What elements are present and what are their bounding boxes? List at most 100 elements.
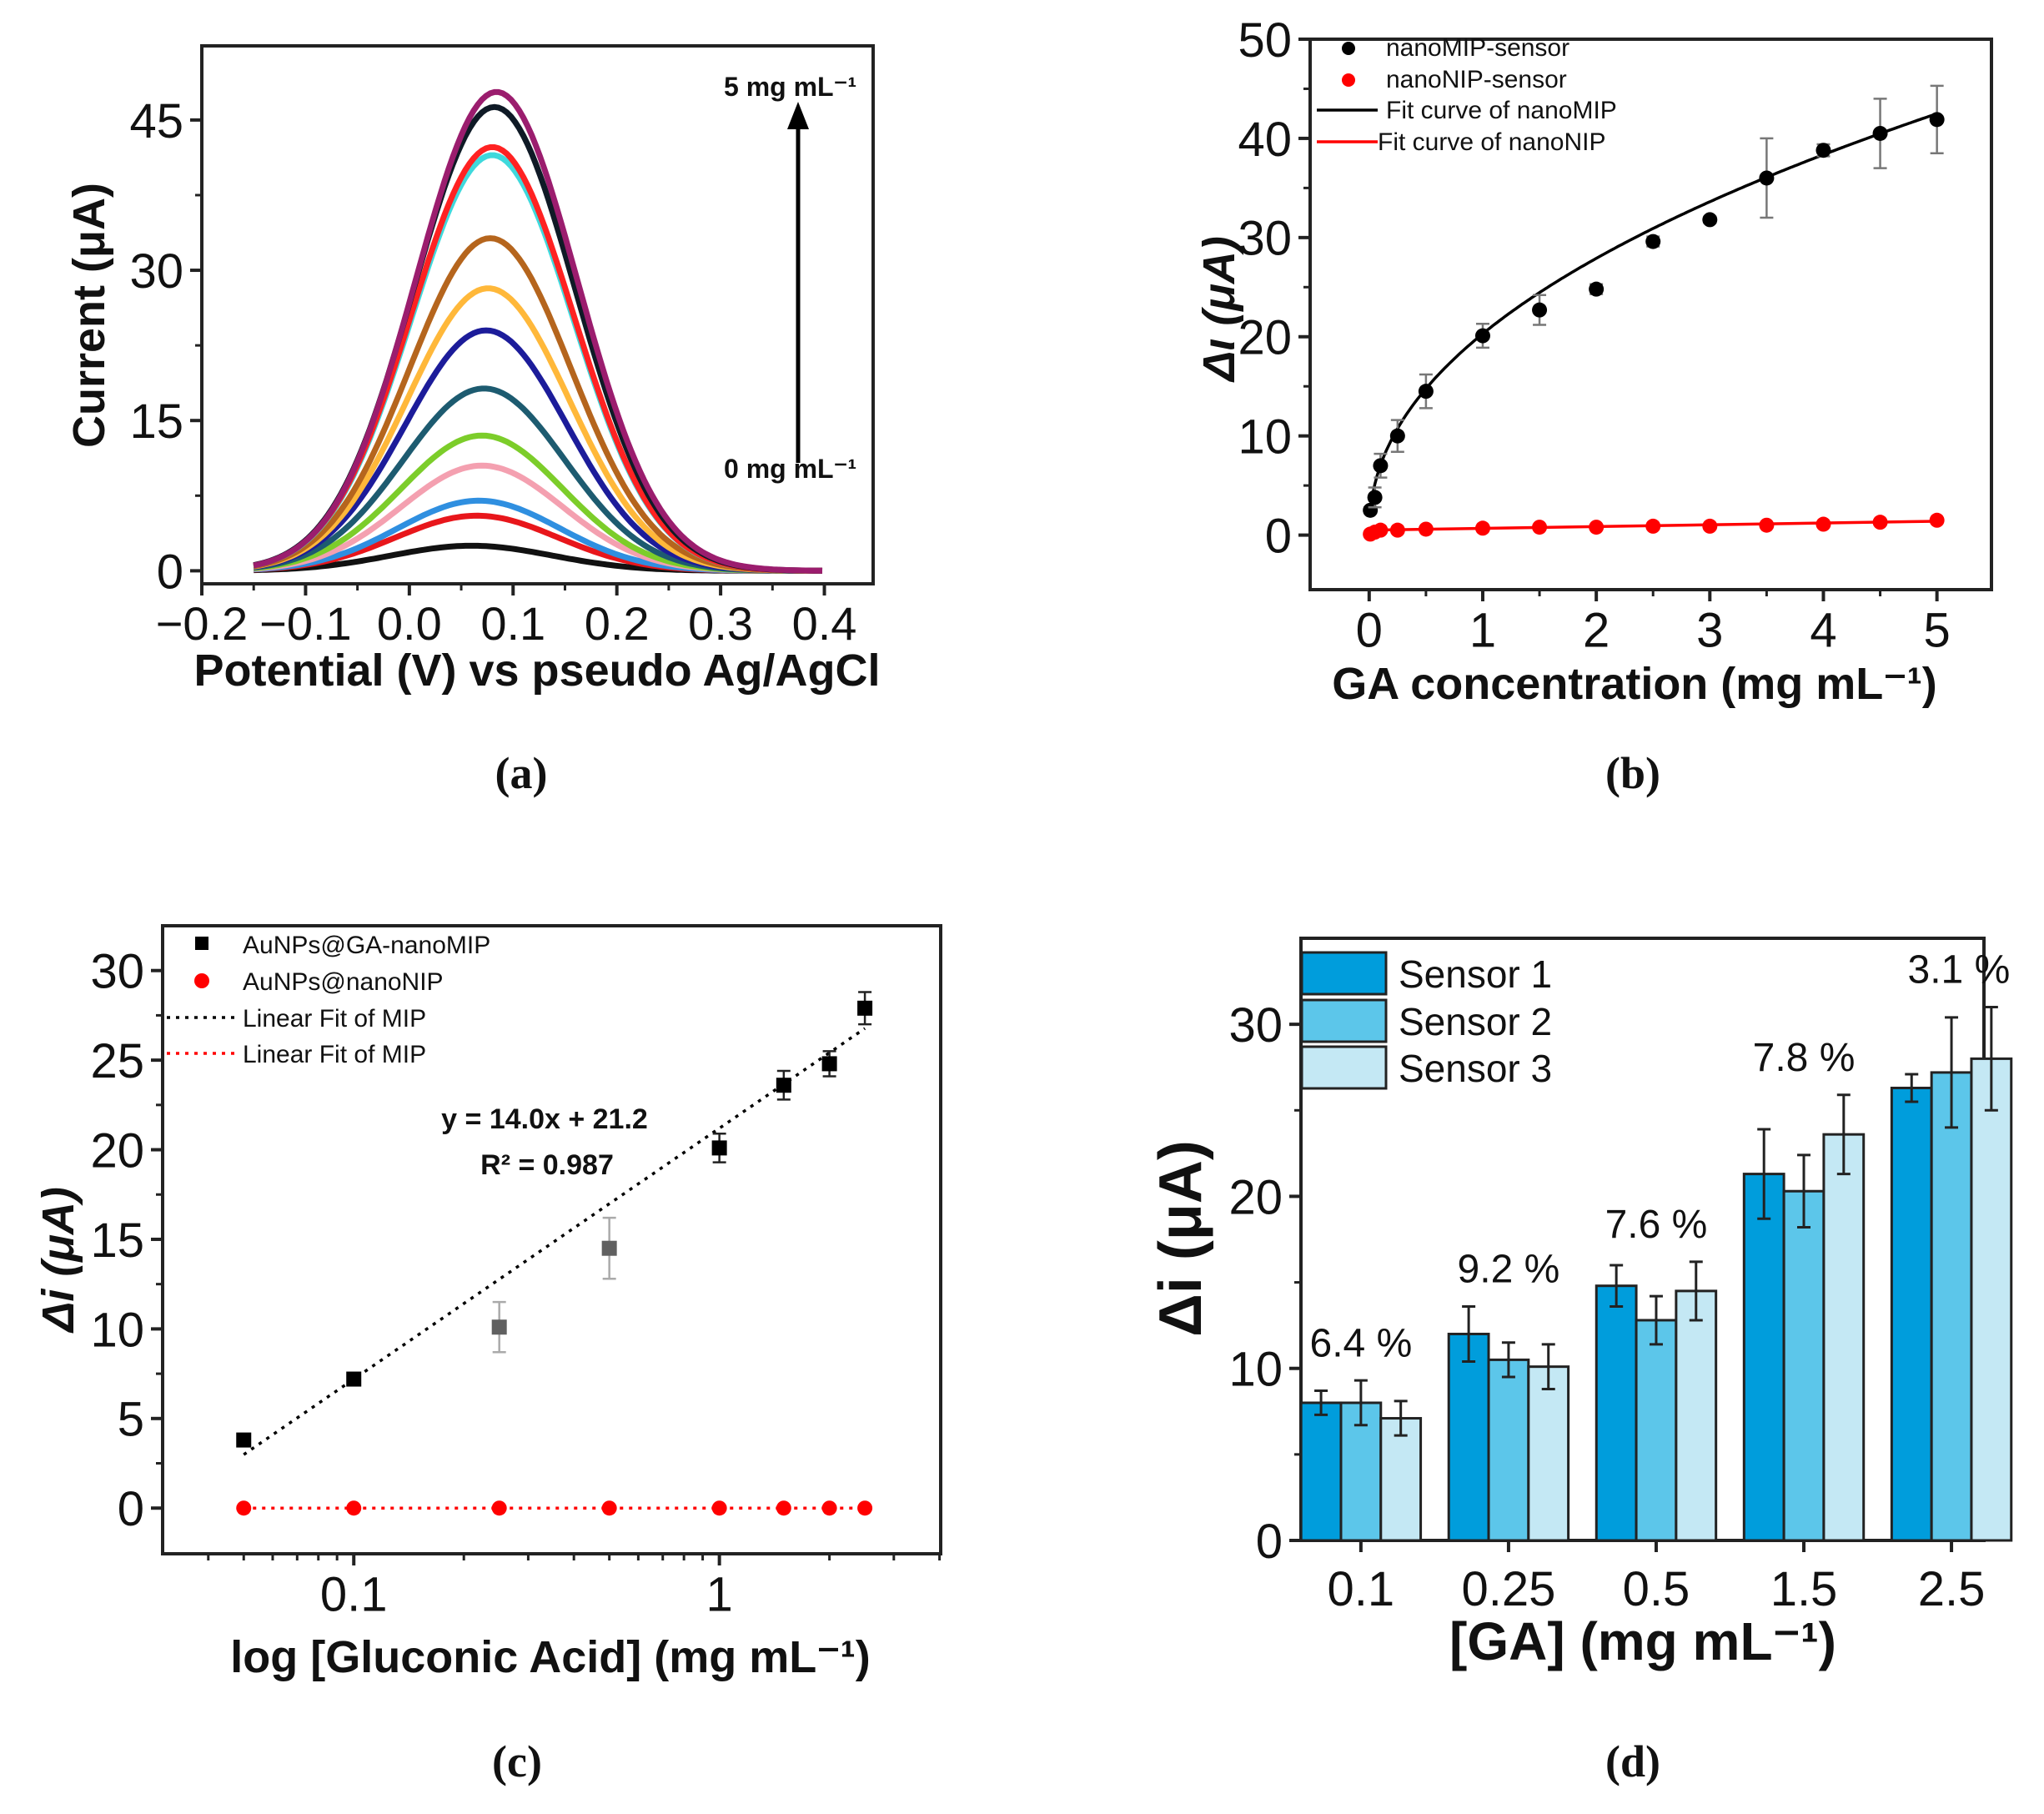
- y-tick-label: 20: [1238, 311, 1292, 365]
- bar-sensor-3: [1675, 1289, 1718, 1542]
- data-point-mip: [776, 1078, 791, 1093]
- panel-b: (b) GA concentration (mg mL⁻¹) Δι (μA) 0…: [1194, 13, 1993, 798]
- x-tick-label: 4: [1810, 603, 1836, 657]
- data-point-mip: [857, 1000, 873, 1016]
- legend-swatch: [1300, 998, 1388, 1043]
- panel-d-plot: 0 10 20 30 0.1 6.4 % 0.25 9.2 % 0.5 7.6 % 1.5 7.8 %…: [1228, 937, 2013, 1616]
- y-tick-label: 5: [118, 1393, 144, 1447]
- data-point-mip: [821, 1056, 837, 1072]
- panel-d: (d) [GA] (mg mL⁻¹) Δi (μA) 0 10 20 30 0.1 6.4…: [1148, 937, 2013, 1786]
- panel-c-r2: R² = 0.987: [480, 1149, 614, 1181]
- y-tick-label: 15: [129, 394, 183, 449]
- data-point-nanomip: [1532, 302, 1548, 318]
- y-tick-label: 10: [90, 1303, 144, 1357]
- rsd-label: 7.6 %: [1605, 1203, 1708, 1247]
- x-tick-label: 2: [1583, 603, 1610, 657]
- y-tick-label: 10: [1228, 1343, 1283, 1397]
- data-point-nanonip: [1373, 522, 1389, 538]
- x-tick-label: 0.1: [1328, 1562, 1395, 1616]
- x-tick-label: 0: [1356, 603, 1383, 657]
- y-tick-label: 20: [1228, 1170, 1283, 1224]
- data-point-nanomip: [1702, 212, 1718, 228]
- data-point-nanonip: [1418, 521, 1434, 537]
- panel-a-ylabel: Current (μA): [64, 183, 114, 448]
- x-tick-label: 0.5: [1623, 1562, 1690, 1616]
- data-point-mip: [491, 1319, 507, 1335]
- y-tick-label: 15: [90, 1214, 144, 1268]
- data-point-nanonip: [1532, 520, 1548, 535]
- data-point-nip: [711, 1500, 727, 1516]
- x-tick-label: 1: [1469, 603, 1496, 657]
- data-point-nanomip: [1389, 428, 1405, 444]
- x-tick-label: 5: [1924, 603, 1951, 657]
- panel-a: (a) Potential (V) vs pseudo Ag/AgCl Curr…: [64, 44, 881, 798]
- panel-a-label: (a): [495, 748, 548, 798]
- bar-sensor-1: [1742, 1173, 1785, 1542]
- data-point-nanomip: [1929, 112, 1945, 128]
- data-point-nanonip: [1589, 520, 1605, 535]
- y-tick-label: 30: [90, 945, 144, 999]
- bar-sensor-2: [1635, 1319, 1678, 1542]
- x-tick-label: 0.3: [688, 597, 753, 650]
- data-point-nanonip: [1759, 517, 1775, 533]
- bar-sensor-3: [1970, 1057, 2013, 1542]
- data-point-nanonip: [1872, 515, 1888, 530]
- legend-label: Linear Fit of MIP: [243, 1041, 426, 1068]
- rsd-label: 7.8 %: [1753, 1036, 1856, 1080]
- bar-sensor-3: [1527, 1365, 1570, 1542]
- x-tick-label: 0.25: [1461, 1562, 1555, 1616]
- bar-sensor-3: [1822, 1133, 1866, 1542]
- data-point-nanomip: [1367, 490, 1383, 505]
- rsd-label: 3.1 %: [1908, 948, 2011, 992]
- y-tick-label: 10: [1238, 410, 1292, 465]
- data-point-nanomip: [1474, 328, 1490, 344]
- y-tick-label: 30: [1228, 998, 1283, 1053]
- arrow-head-icon: [787, 102, 809, 129]
- panel-a-annotation-top: 5 mg mL⁻¹: [724, 72, 856, 102]
- data-point-nip: [491, 1500, 507, 1516]
- bar-sensor-1: [1447, 1332, 1490, 1542]
- panel-c-plot: 0 5 10 15 20 25 30 0.1 1 AuNPs@GA-nanoMIP AuNPs@na…: [90, 924, 942, 1621]
- panel-a-plot: 0 15 30 45 −0.2 −0.1 0.0 0.1 0.2 0.3 0.4: [129, 44, 875, 650]
- x-tick-label: 0.1: [480, 597, 545, 650]
- legend-marker: [1342, 73, 1355, 87]
- legend-label: Linear Fit of MIP: [243, 1005, 426, 1033]
- x-tick-label: 1: [706, 1567, 733, 1621]
- y-tick-label: 0: [157, 545, 183, 599]
- x-tick-label: −0.2: [156, 597, 249, 650]
- data-point-nanonip: [1645, 518, 1661, 534]
- legend-label: nanoNIP-sensor: [1386, 66, 1567, 93]
- data-point-nanomip: [1759, 170, 1775, 186]
- panel-d-xlabel: [GA] (mg mL⁻¹): [1449, 1611, 1836, 1671]
- data-point-nanomip: [1418, 384, 1434, 399]
- legend-label: nanoMIP-sensor: [1386, 34, 1569, 62]
- data-point-nanomip: [1373, 458, 1389, 474]
- data-point-nanomip: [1872, 125, 1888, 141]
- bar-sensor-1: [1299, 1401, 1343, 1542]
- y-tick-label: 30: [129, 244, 183, 299]
- x-tick-label: 0.4: [792, 597, 857, 650]
- bar-sensor-2: [1782, 1189, 1826, 1542]
- y-tick-label: 25: [90, 1034, 144, 1088]
- plot-frame: [1308, 38, 1993, 591]
- data-point-mip: [236, 1432, 252, 1448]
- bar-sensor-2: [1930, 1071, 1973, 1542]
- x-tick-label: 3: [1696, 603, 1723, 657]
- data-point-nip: [857, 1500, 873, 1516]
- panel-c-xlabel: log [Gluconic Acid] (mg mL⁻¹): [230, 1632, 870, 1682]
- panel-c-equation: y = 14.0x + 21.2: [441, 1103, 648, 1135]
- rsd-label: 6.4 %: [1310, 1321, 1413, 1365]
- legend-label: Fit curve of nanoMIP: [1386, 97, 1617, 124]
- data-point-nanonip: [1929, 512, 1945, 528]
- panel-b-label: (b): [1605, 748, 1660, 798]
- data-point-mip: [601, 1240, 617, 1256]
- panel-c-label: (c): [492, 1736, 542, 1786]
- rsd-label: 9.2 %: [1458, 1248, 1560, 1292]
- panel-b-xlabel: GA concentration (mg mL⁻¹): [1332, 659, 1937, 709]
- data-point-nip: [776, 1500, 791, 1516]
- y-tick-label: 50: [1238, 13, 1292, 68]
- data-point-nanomip: [1589, 281, 1605, 297]
- linear-fit-line: [243, 1027, 866, 1456]
- legend-label: Sensor 3: [1399, 1047, 1552, 1090]
